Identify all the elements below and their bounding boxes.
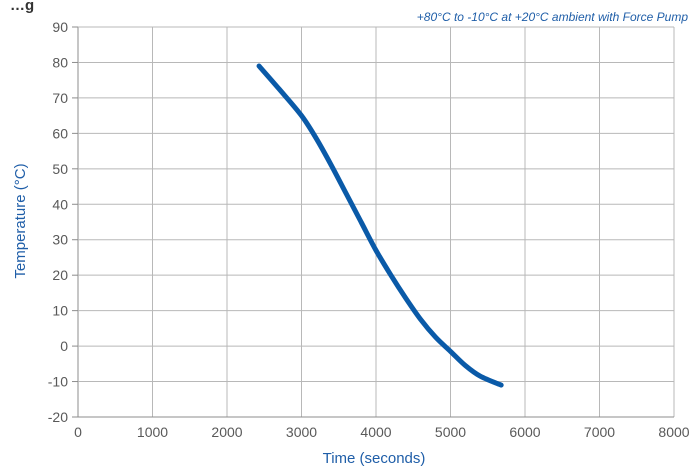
x-tick-label: 2000 bbox=[211, 424, 242, 440]
y-tick-label: 90 bbox=[52, 19, 68, 35]
x-tick-label: 7000 bbox=[584, 424, 615, 440]
x-tick-label: 8000 bbox=[658, 424, 689, 440]
series-group bbox=[256, 63, 504, 388]
y-tick-label: 10 bbox=[52, 303, 68, 319]
chart-title: …g bbox=[10, 0, 34, 14]
x-tick-label: 3000 bbox=[286, 424, 317, 440]
y-tick-label: 60 bbox=[52, 125, 68, 141]
y-tick-label: 20 bbox=[52, 267, 68, 283]
y-tick-label: 40 bbox=[52, 196, 68, 212]
series-line bbox=[256, 63, 504, 388]
y-tick-label: 30 bbox=[52, 232, 68, 248]
x-tick-label: 6000 bbox=[509, 424, 540, 440]
y-tick-label: -10 bbox=[48, 374, 68, 390]
grid bbox=[72, 26, 675, 418]
x-tick-label: 4000 bbox=[360, 424, 391, 440]
tick-labels: 0 1000 2000 3000 4000 5000 6000 7000 8000 90 80 70 6… bbox=[48, 19, 690, 440]
x-axis-title: Time (seconds) bbox=[323, 450, 426, 466]
y-axis-title: Temperature (°C) bbox=[12, 163, 29, 278]
y-tick-label: 80 bbox=[52, 54, 68, 70]
y-tick-label: 50 bbox=[52, 161, 68, 177]
x-tick-label: 1000 bbox=[137, 424, 168, 440]
x-tick-label: 0 bbox=[74, 424, 82, 440]
y-tick-label: -20 bbox=[48, 409, 68, 425]
x-tick-label: 5000 bbox=[435, 424, 466, 440]
y-tick-label: 0 bbox=[60, 338, 68, 354]
y-tick-label: 70 bbox=[52, 90, 68, 106]
chart-subtitle: +80°C to -10°C at +20°C ambient with For… bbox=[417, 10, 689, 24]
